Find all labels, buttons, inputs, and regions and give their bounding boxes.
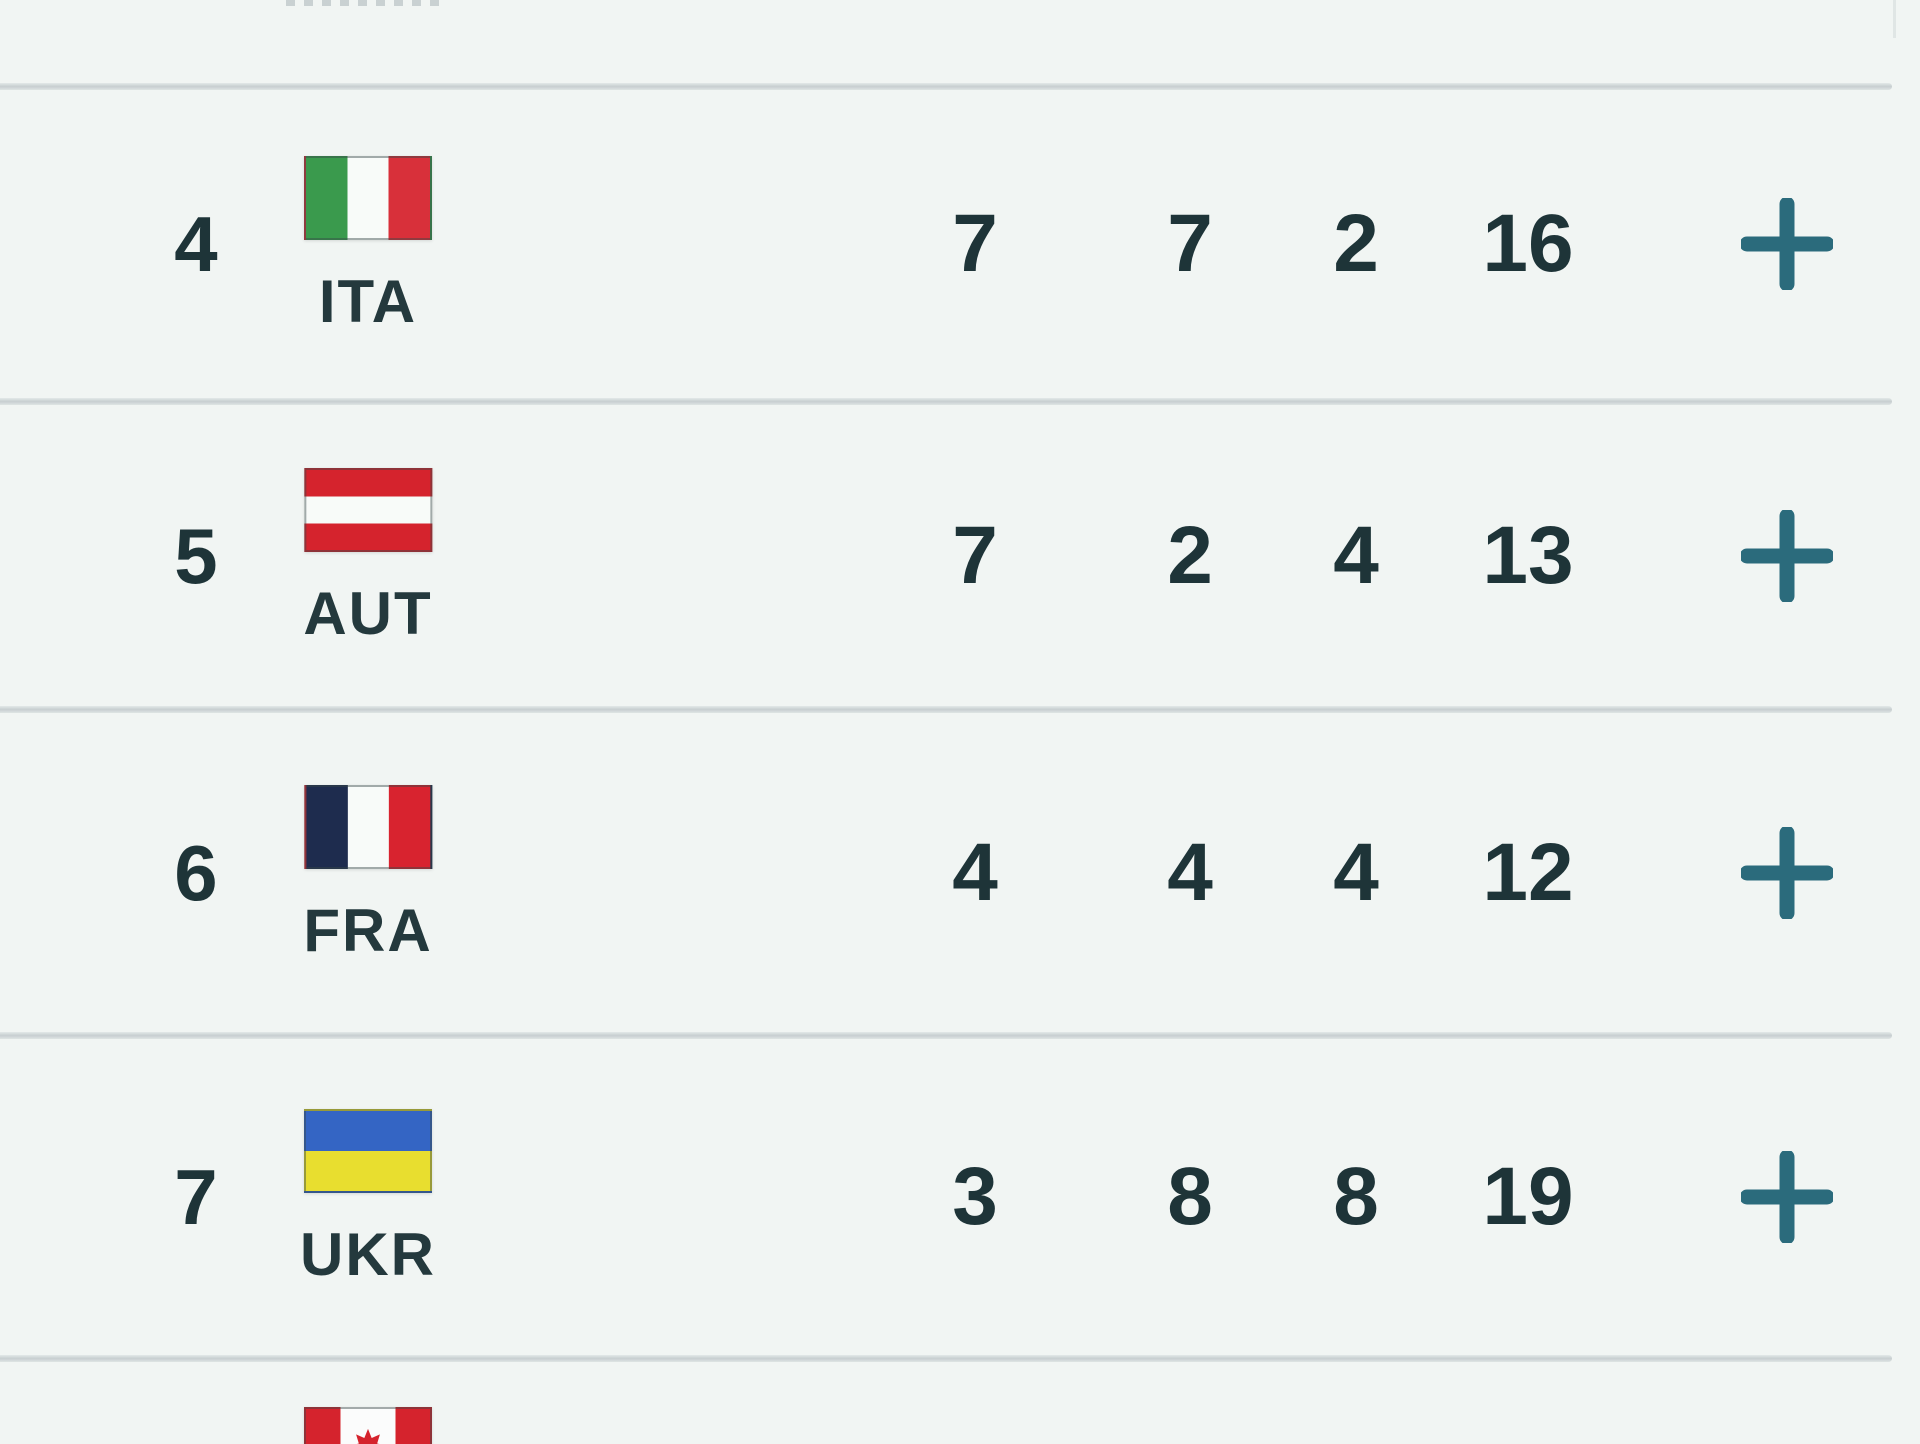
rank-value: 4 [174, 200, 218, 288]
country-cell [304, 1407, 432, 1444]
country-code-label: FRA [303, 896, 433, 964]
country-code-label: UKR [300, 1221, 436, 1288]
expand-row-button[interactable] [1741, 198, 1833, 290]
country-cell: FRA [303, 784, 433, 964]
bronze-count: 4 [1333, 509, 1379, 601]
rank-value: 5 [174, 511, 218, 600]
silver-count: 7 [1167, 198, 1213, 289]
gold-count: 4 [952, 826, 998, 918]
expand-row-button[interactable] [1741, 509, 1833, 602]
row-divider [0, 1032, 1892, 1039]
france-flag-icon [304, 784, 432, 869]
ukraine-flag-icon [304, 1109, 432, 1193]
country-cell: ITA [304, 156, 432, 332]
row-divider [0, 1355, 1892, 1362]
expand-row-button[interactable] [1741, 826, 1833, 919]
clipped-text-remnant [286, 0, 448, 6]
bronze-count: 8 [1333, 1151, 1379, 1242]
total-count: 13 [1482, 509, 1574, 601]
gold-count: 7 [952, 198, 998, 289]
total-count: 12 [1482, 826, 1574, 918]
silver-count: 2 [1167, 509, 1213, 601]
country-code-label: ITA [318, 268, 418, 335]
table-row[interactable]: 7 UKR 3 8 8 19 [0, 1039, 1920, 1355]
plus-icon [1741, 509, 1833, 602]
austria-flag-icon [304, 467, 432, 552]
table-row[interactable]: 4 ITA 7 7 2 16 [0, 90, 1920, 398]
rank-value: 7 [174, 1153, 218, 1241]
gold-count: 7 [952, 509, 998, 601]
partial-row-below[interactable] [0, 1362, 1920, 1444]
maple-leaf-icon [356, 1428, 380, 1444]
bronze-count: 4 [1333, 826, 1379, 918]
edge-line [1893, 0, 1896, 38]
country-code-label: AUT [303, 579, 433, 647]
total-count: 16 [1482, 198, 1574, 289]
plus-icon [1741, 1151, 1833, 1243]
country-cell: UKR [300, 1109, 436, 1285]
italy-flag-icon [304, 156, 432, 240]
rank-value: 6 [174, 828, 218, 917]
expand-row-button[interactable] [1741, 1151, 1833, 1243]
table-row[interactable]: 5 AUT 7 2 4 13 [0, 405, 1920, 706]
table-row[interactable]: 6 FRA 4 4 4 12 [0, 713, 1920, 1032]
bronze-count: 2 [1333, 198, 1379, 289]
silver-count: 8 [1167, 1151, 1213, 1242]
total-count: 19 [1482, 1151, 1574, 1242]
country-cell: AUT [303, 467, 433, 647]
plus-icon [1741, 826, 1833, 919]
row-divider [0, 398, 1892, 405]
silver-count: 4 [1167, 826, 1213, 918]
plus-icon [1741, 198, 1833, 290]
canada-flag-icon [304, 1407, 432, 1444]
gold-count: 3 [952, 1151, 998, 1242]
partial-row-above [0, 0, 1920, 83]
row-divider [0, 83, 1892, 90]
row-divider [0, 706, 1892, 713]
